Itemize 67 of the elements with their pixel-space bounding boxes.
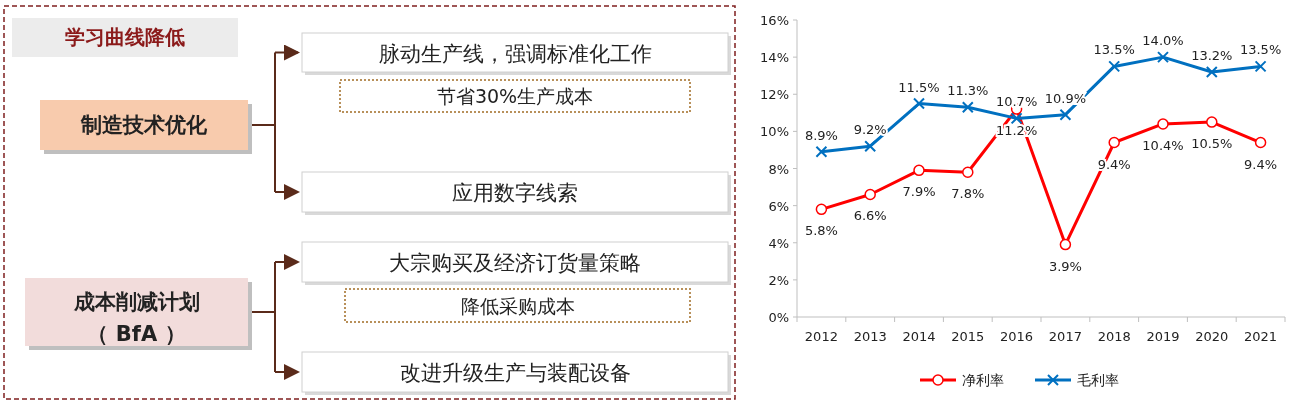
point (1108, 60, 1121, 73)
data-label: 3.9% (1048, 258, 1082, 274)
point (1157, 51, 1169, 64)
data-label: 7.9% (902, 184, 936, 200)
y-tick-label: 6% (768, 198, 789, 214)
x-tick-label: 2018 (1097, 329, 1131, 344)
x-tick-label: 2013 (853, 329, 887, 344)
x-tick-label: 2015 (951, 329, 985, 344)
point (815, 203, 828, 216)
point (1157, 118, 1169, 130)
point (815, 145, 828, 158)
x-tick-label: 2016 (1000, 329, 1034, 344)
point (962, 166, 974, 178)
x-tick-label: 2019 (1146, 329, 1180, 344)
x-tick-label: 2020 (1195, 329, 1229, 344)
text: 成本削减计划 (72, 290, 200, 314)
point (1254, 136, 1267, 149)
point (1108, 136, 1120, 149)
text: 节省30%生产成本 (436, 85, 594, 107)
data-label: 10.4% (1142, 137, 1184, 153)
y-tick-label: 8% (768, 161, 789, 177)
data-label: 13.5% (1239, 42, 1282, 58)
point (1059, 108, 1072, 121)
text: 改进升级生产与装配设备 (399, 361, 631, 385)
point (961, 101, 974, 114)
data-label: 7.8% (951, 186, 985, 202)
y-tick-label: 10% (760, 124, 789, 140)
text: 降低采购成本 (460, 294, 575, 317)
data-label: 10.5% (1191, 136, 1233, 152)
data-label: 11.5% (898, 79, 940, 95)
point (1254, 60, 1267, 73)
data-label: 8.9% (804, 127, 838, 143)
point (913, 97, 925, 110)
point (1010, 112, 1023, 125)
point (1205, 65, 1218, 78)
x-tick-label: 2017 (1048, 329, 1082, 344)
data-label: 5.8% (804, 223, 838, 239)
legend-label: 净利率 (962, 372, 1004, 388)
data-label: 10.7% (995, 94, 1038, 110)
data-label: 6.6% (853, 208, 887, 224)
y-tick-label: 12% (760, 87, 789, 103)
point (1206, 116, 1218, 128)
y-tick-label: 2% (768, 272, 789, 288)
y-tick-label: 4% (768, 235, 789, 251)
data-label: 13.2% (1191, 47, 1233, 63)
point (864, 188, 876, 201)
data-label: 14.0% (1142, 33, 1184, 49)
point (864, 140, 877, 153)
data-label: 11.3% (947, 83, 989, 99)
point (1059, 238, 1072, 251)
y-tick-label: 14% (760, 50, 789, 66)
point (913, 164, 925, 177)
x-tick-label: 2021 (1244, 329, 1278, 344)
x-tick-label: 2012 (804, 329, 838, 344)
text: 应用数字线索 (452, 181, 578, 205)
y-tick-label: 0% (768, 310, 789, 325)
data-label: 13.5% (1093, 42, 1135, 58)
text: （ BfA ） (87, 322, 186, 346)
text: 脉动生产线，强调标准化工作 (378, 41, 652, 66)
y-tick-label: 16% (760, 13, 789, 28)
data-label: 9.2% (853, 122, 887, 138)
x-tick-label: 2014 (902, 329, 936, 344)
data-label: 9.4% (1244, 156, 1278, 172)
legend-label: 毛利率 (1077, 372, 1119, 388)
text: 制造技术优化 (80, 113, 208, 137)
text: 学习曲线降低 (65, 25, 185, 49)
text: 大宗购买及经济订货量策略 (389, 251, 641, 275)
